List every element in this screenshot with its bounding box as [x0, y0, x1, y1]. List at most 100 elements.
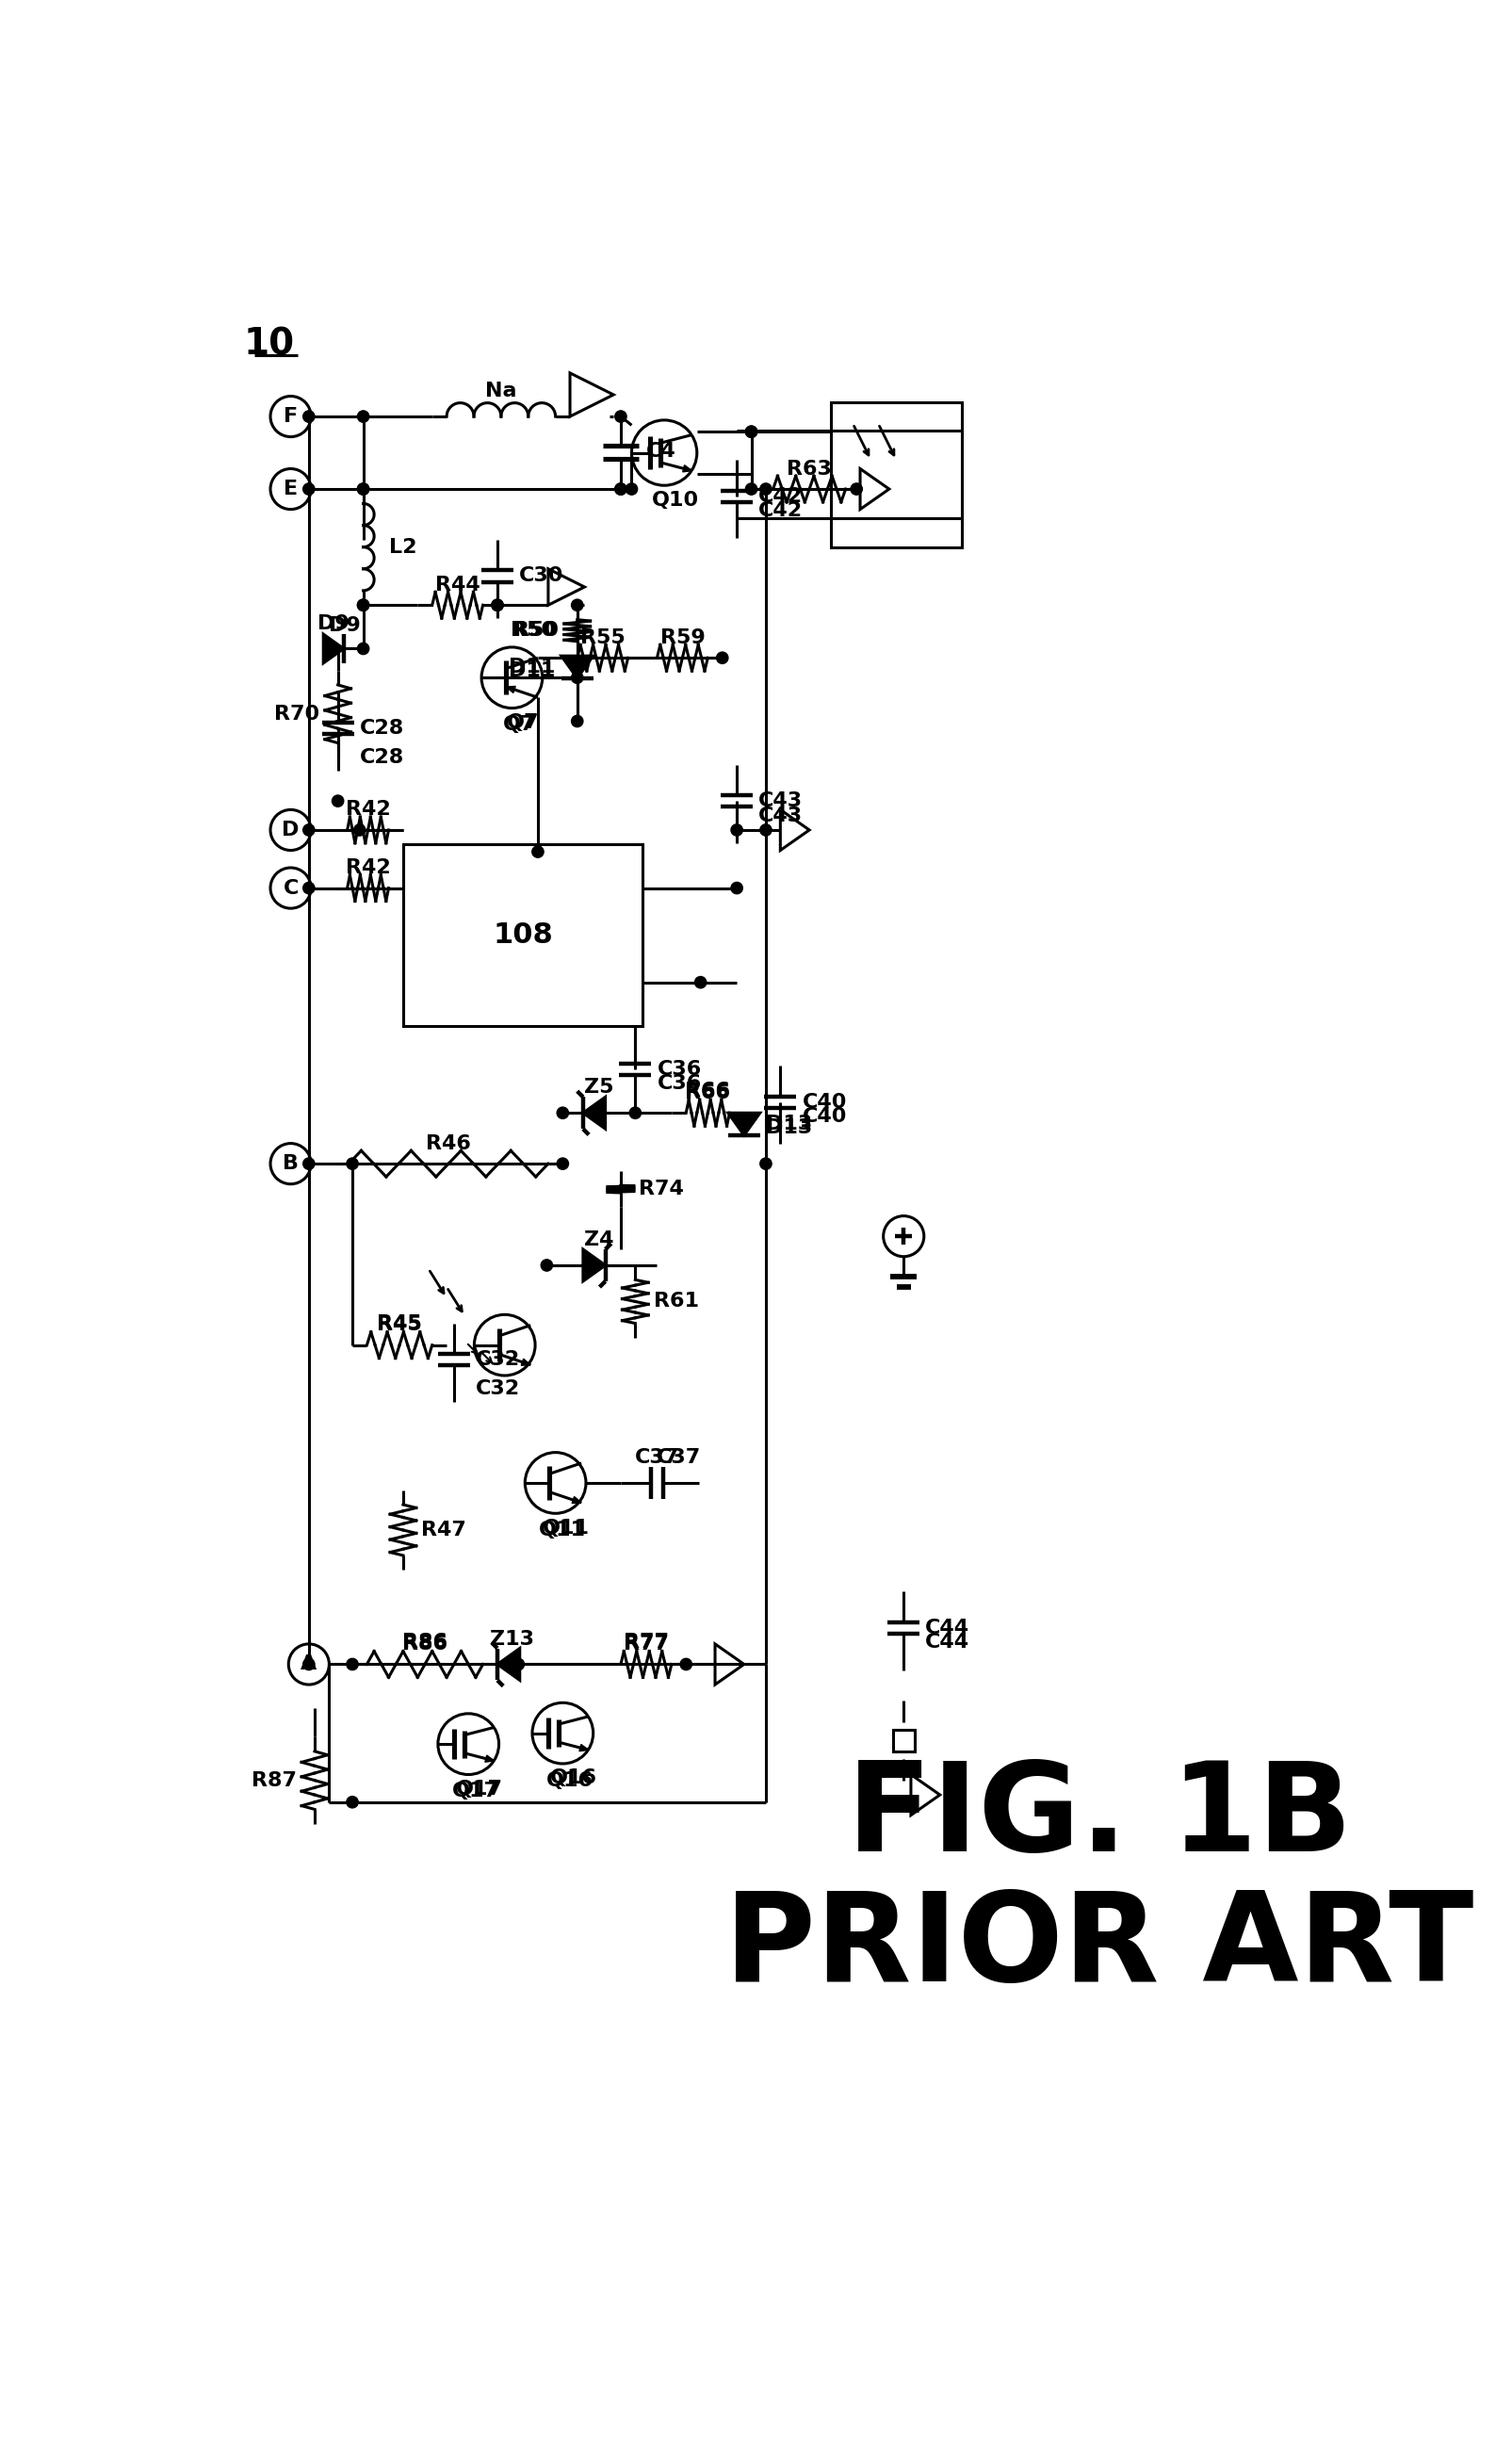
- Text: C42: C42: [759, 501, 803, 520]
- Text: Q11: Q11: [543, 1520, 590, 1537]
- Polygon shape: [584, 1248, 605, 1280]
- Text: R86: R86: [402, 1634, 448, 1654]
- Circle shape: [532, 845, 544, 857]
- Circle shape: [745, 484, 758, 496]
- Text: Q17: Q17: [455, 1779, 503, 1798]
- Text: L2: L2: [389, 537, 416, 557]
- Text: 108: 108: [493, 921, 553, 948]
- Text: F: F: [284, 408, 298, 425]
- Text: Q10: Q10: [652, 491, 699, 508]
- Text: R66: R66: [685, 1082, 730, 1102]
- Text: R42: R42: [345, 801, 390, 818]
- Circle shape: [615, 410, 626, 423]
- Circle shape: [491, 599, 503, 611]
- Text: C37: C37: [656, 1449, 702, 1466]
- Text: D9: D9: [330, 616, 361, 635]
- Text: C43: C43: [759, 806, 803, 826]
- Text: R50: R50: [510, 621, 555, 640]
- Text: Z13: Z13: [490, 1629, 534, 1649]
- Text: R63: R63: [786, 459, 832, 479]
- Circle shape: [357, 599, 369, 611]
- Text: D: D: [283, 821, 299, 840]
- Text: Q17: Q17: [452, 1781, 499, 1800]
- Polygon shape: [729, 1114, 761, 1136]
- Circle shape: [302, 1158, 314, 1170]
- Text: FIG. 1B: FIG. 1B: [847, 1757, 1352, 1876]
- Text: R47: R47: [422, 1520, 466, 1539]
- Text: C36: C36: [658, 1060, 702, 1080]
- Polygon shape: [324, 635, 343, 662]
- Text: C28: C28: [360, 748, 404, 767]
- Text: R87: R87: [251, 1771, 296, 1791]
- Circle shape: [572, 672, 584, 684]
- Polygon shape: [683, 464, 692, 471]
- Text: R61: R61: [653, 1292, 699, 1312]
- Text: C28: C28: [360, 718, 404, 738]
- Circle shape: [694, 977, 706, 987]
- Text: C37: C37: [635, 1449, 679, 1466]
- Circle shape: [615, 484, 626, 496]
- Text: C32: C32: [476, 1351, 520, 1368]
- Circle shape: [357, 643, 369, 655]
- Text: D11: D11: [510, 657, 555, 677]
- Circle shape: [761, 1158, 771, 1170]
- Text: R77: R77: [623, 1632, 668, 1651]
- Circle shape: [333, 794, 343, 806]
- Text: Z5: Z5: [584, 1077, 614, 1097]
- Text: R55: R55: [581, 628, 624, 647]
- Polygon shape: [584, 1097, 605, 1129]
- Circle shape: [761, 484, 771, 496]
- Circle shape: [513, 1659, 525, 1671]
- Circle shape: [302, 882, 314, 894]
- Text: C42: C42: [759, 486, 803, 506]
- Text: D13: D13: [767, 1114, 812, 1134]
- Circle shape: [680, 1659, 692, 1671]
- Circle shape: [302, 1659, 314, 1671]
- Circle shape: [761, 823, 771, 836]
- Circle shape: [730, 882, 742, 894]
- Text: R50: R50: [514, 621, 559, 640]
- Text: R66: R66: [685, 1082, 730, 1102]
- Circle shape: [851, 484, 862, 496]
- Bar: [892, 1730, 915, 1752]
- Text: D9: D9: [318, 613, 349, 633]
- Text: C4: C4: [646, 442, 676, 462]
- Text: Q7: Q7: [507, 713, 540, 733]
- Text: C40: C40: [801, 1092, 847, 1112]
- Circle shape: [491, 599, 503, 611]
- Text: A: A: [301, 1654, 318, 1673]
- Text: C36: C36: [658, 1075, 702, 1094]
- Text: R45: R45: [376, 1314, 422, 1334]
- Text: R42: R42: [345, 857, 390, 877]
- Text: R45: R45: [376, 1314, 422, 1334]
- Text: C44: C44: [925, 1620, 969, 1637]
- Text: C: C: [283, 879, 298, 897]
- Circle shape: [572, 716, 584, 728]
- Text: C40: C40: [801, 1107, 847, 1126]
- Circle shape: [357, 484, 369, 496]
- Circle shape: [346, 1659, 358, 1671]
- Bar: [832, 403, 962, 547]
- Circle shape: [302, 823, 314, 836]
- Text: Na: Na: [485, 381, 517, 401]
- Text: R70: R70: [274, 704, 319, 723]
- Text: Q16: Q16: [550, 1769, 597, 1788]
- Circle shape: [730, 823, 742, 836]
- Polygon shape: [507, 686, 516, 694]
- Circle shape: [745, 425, 758, 437]
- Circle shape: [717, 652, 729, 664]
- Polygon shape: [579, 1744, 588, 1752]
- Text: R44: R44: [435, 577, 479, 594]
- Circle shape: [357, 484, 369, 496]
- Circle shape: [354, 823, 366, 836]
- Polygon shape: [561, 655, 593, 679]
- Text: Q7: Q7: [503, 716, 535, 735]
- Circle shape: [556, 1158, 569, 1170]
- Circle shape: [302, 484, 314, 496]
- Polygon shape: [522, 1358, 531, 1366]
- Circle shape: [626, 484, 638, 496]
- Circle shape: [629, 1107, 641, 1119]
- Text: B: B: [283, 1153, 299, 1173]
- Circle shape: [357, 410, 369, 423]
- Text: Q11: Q11: [540, 1520, 587, 1539]
